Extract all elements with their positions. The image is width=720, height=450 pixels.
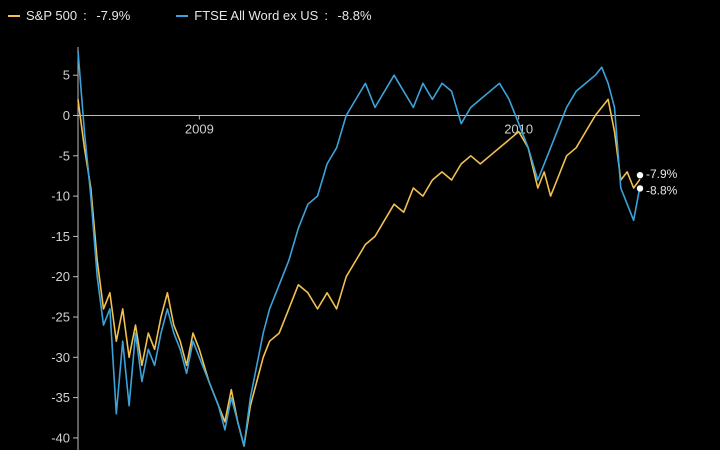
series-line-ftse bbox=[77, 50, 641, 447]
y-tick-label: 5 bbox=[63, 68, 70, 83]
y-tick-label: -15 bbox=[51, 229, 70, 244]
x-tick-label: 2010 bbox=[504, 122, 533, 137]
end-marker-ftse bbox=[636, 185, 644, 192]
legend-label-sp500: S&P 500 bbox=[26, 8, 78, 23]
x-tick-label: 2009 bbox=[185, 122, 214, 137]
legend-item-ftse: FTSE All Word ex US: -8.8% bbox=[176, 8, 372, 23]
chart-legend: S&P 500: -7.9% FTSE All Word ex US: -8.8… bbox=[8, 8, 372, 23]
y-tick-label: -5 bbox=[58, 148, 70, 163]
y-tick-label: -40 bbox=[51, 430, 70, 445]
y-tick-label: -10 bbox=[51, 189, 70, 204]
y-tick-label: -35 bbox=[51, 390, 70, 405]
end-label-ftse: -8.8% bbox=[646, 183, 678, 197]
y-tick-label: -25 bbox=[51, 310, 70, 325]
legend-value-ftse: -8.8% bbox=[337, 8, 372, 23]
legend-item-sp500: S&P 500: -7.9% bbox=[8, 8, 130, 23]
y-tick-label: -30 bbox=[51, 350, 70, 365]
series-line-sp500 bbox=[77, 98, 641, 447]
legend-swatch-sp500 bbox=[8, 14, 20, 17]
end-marker-sp500 bbox=[636, 171, 644, 179]
legend-label-ftse: FTSE All Word ex US bbox=[194, 8, 319, 23]
legend-value-sp500: -7.9% bbox=[96, 8, 131, 23]
y-tick-label: -20 bbox=[51, 269, 70, 284]
y-tick-label: 0 bbox=[63, 108, 70, 123]
legend-swatch-ftse bbox=[176, 14, 189, 17]
end-label-sp500: -7.9% bbox=[646, 167, 678, 181]
